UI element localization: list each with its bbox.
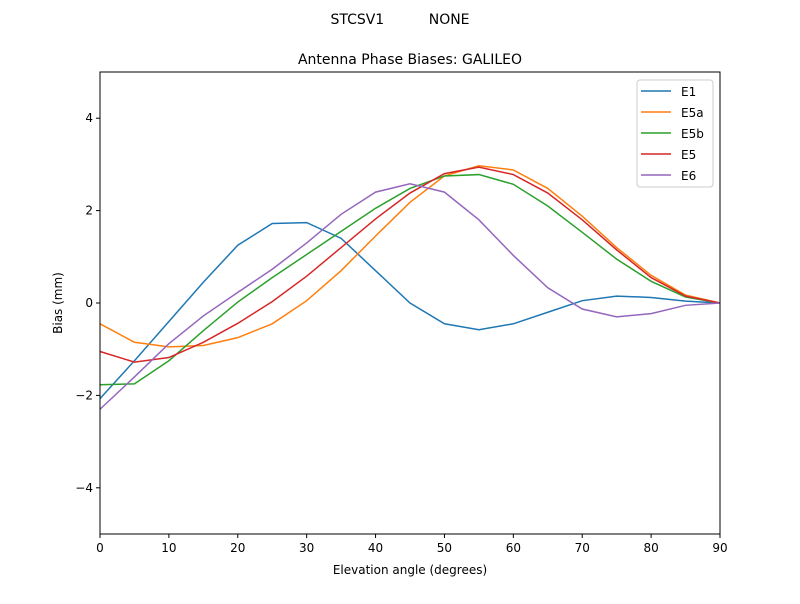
- x-tick-label: 30: [299, 541, 314, 555]
- y-tick-label: −4: [75, 481, 93, 495]
- legend: E1 E5a E5b E5 E6: [636, 79, 714, 188]
- x-tick-label: 20: [230, 541, 245, 555]
- series-line-e5: [99, 166, 721, 363]
- x-tick-label: 10: [161, 541, 176, 555]
- suptitle: STCSV1 NONE: [330, 12, 469, 28]
- y-axis-label: Bias (mm): [51, 272, 65, 334]
- y-tick-label: 2: [85, 204, 93, 218]
- x-tick-label: 0: [96, 541, 104, 555]
- legend-label: E6: [681, 169, 696, 183]
- x-tick-label: 90: [712, 541, 727, 555]
- series-line-e6: [99, 183, 721, 410]
- legend-label: E1: [681, 85, 696, 99]
- legend-label: E5a: [681, 106, 704, 120]
- x-axis-label: Elevation angle (degrees): [333, 563, 487, 577]
- legend-label: E5: [681, 148, 696, 162]
- series-line-e1: [99, 221, 721, 400]
- x-tick-label: 50: [437, 541, 452, 555]
- x-tick-label: 80: [643, 541, 658, 555]
- x-tick-label: 40: [368, 541, 383, 555]
- legend-label: E5b: [681, 127, 704, 141]
- series-line-e5b: [99, 173, 721, 386]
- chart-title: Antenna Phase Biases: GALILEO: [298, 52, 522, 68]
- y-tick-label: 0: [85, 296, 93, 310]
- x-tick-label: 60: [506, 541, 521, 555]
- y-tick-label: 4: [85, 111, 93, 125]
- plot-frame: [99, 71, 721, 535]
- x-tick-label: 70: [575, 541, 590, 555]
- series-line-e5a: [99, 165, 721, 348]
- y-tick-label: −2: [75, 388, 93, 402]
- legend-box: [636, 79, 714, 188]
